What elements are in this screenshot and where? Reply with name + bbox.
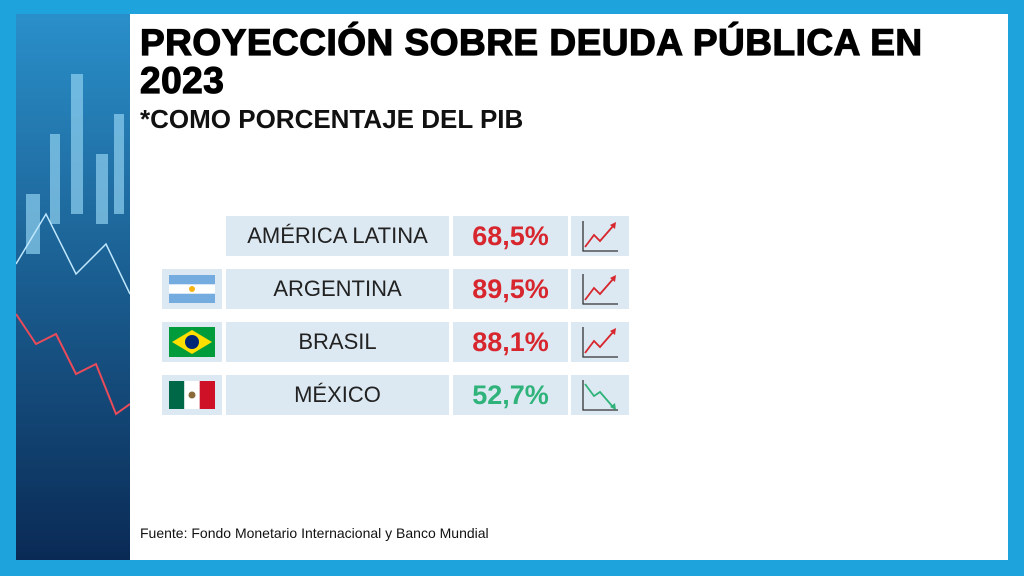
title: PROYECCIÓN SOBRE DEUDA PÚBLICA EN 2023	[139, 22, 923, 101]
row-value: 68,5%	[453, 216, 568, 256]
trend-down-icon	[582, 380, 618, 411]
source: Fuente: Fondo Monetario Internacional y …	[140, 525, 489, 541]
decorative-strip	[16, 14, 130, 560]
row-value: 88,1%	[453, 322, 568, 362]
subtitle: *COMO PORCENTAJE DEL PIB	[140, 104, 524, 134]
trend-cell	[571, 216, 629, 256]
row-name: MÉXICO	[226, 375, 449, 415]
trend-up-icon	[582, 327, 618, 358]
trend-cell	[571, 322, 629, 362]
trend-up-icon	[582, 221, 618, 252]
row-name: ARGENTINA	[226, 269, 449, 309]
flag-brasil	[169, 327, 215, 357]
row-name: BRASIL	[226, 322, 449, 362]
trend-cell	[571, 269, 629, 309]
row-name: AMÉRICA LATINA	[226, 216, 449, 256]
flag-argentina	[169, 275, 215, 303]
flag-cell	[162, 322, 222, 362]
trend-cell	[571, 375, 629, 415]
flag-cell	[162, 269, 222, 309]
trend-up-icon	[582, 274, 618, 305]
row-value: 52,7%	[453, 375, 568, 415]
flag-cell	[162, 375, 222, 415]
flag-mexico	[169, 381, 215, 409]
row-value: 89,5%	[453, 269, 568, 309]
